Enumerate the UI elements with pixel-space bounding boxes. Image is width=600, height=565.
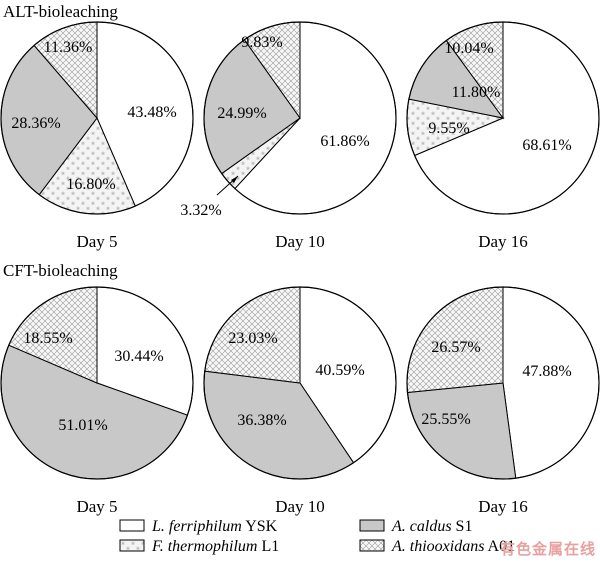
pie-outline [0, 21, 194, 215]
slice-label: 9.55% [428, 120, 469, 137]
slice-label: 51.01% [58, 417, 107, 434]
legend-label: A. thiooxidans A01 [391, 538, 515, 555]
slice-label: 9.83% [241, 34, 282, 51]
slice-label: 3.32% [180, 202, 221, 219]
slice-label: 25.55% [421, 411, 470, 428]
slice-label: 68.61% [522, 137, 571, 154]
slice-label: 11.80% [452, 84, 501, 101]
slice-label: 24.99% [217, 105, 266, 122]
legend-swatch [359, 519, 385, 532]
pie-day-label: Day 10 [275, 232, 325, 251]
slice-label: 26.57% [431, 339, 480, 356]
pie-day-label: Day 5 [76, 497, 117, 516]
slice-label: 28.36% [11, 115, 60, 132]
pie-outline [406, 21, 600, 215]
slice-label: 43.48% [127, 104, 176, 121]
legend-label: F. thermophilum L1 [151, 538, 279, 555]
legend-label: A. caldus S1 [391, 518, 472, 535]
slice-label: 30.44% [114, 348, 163, 365]
slice-label: 40.59% [315, 362, 364, 379]
legend: L. ferriphilum YSK A. caldus S1 F. thermop… [119, 518, 515, 555]
legend-label: L. ferriphilum YSK [151, 518, 278, 535]
pie-slice [406, 382, 517, 480]
slice-label: 61.86% [320, 133, 369, 150]
pie-slice [502, 286, 600, 479]
pie-outline [203, 21, 397, 215]
section-title-alt: ALT-bioleaching [3, 2, 118, 21]
pie-day-label: Day 16 [478, 497, 528, 516]
pie-outline [203, 286, 397, 480]
slice-label: 18.55% [23, 330, 72, 347]
pie-day-label: Day 10 [275, 497, 325, 516]
legend-swatch [119, 539, 145, 552]
watermark: 有色金属在线 [499, 540, 596, 558]
section-title-cft: CFT-bioleaching [3, 261, 118, 280]
slice-label: 47.88% [522, 363, 571, 380]
slice-label: 16.80% [66, 176, 115, 193]
legend-swatch [359, 539, 385, 552]
pie-group: 43.48% 16.80% 28.36% 11.36% Day 5 61.86% 3.32%… [0, 21, 600, 516]
slice-label: 36.38% [237, 412, 286, 429]
annotation-arrow [216, 175, 239, 196]
pie-outline [0, 286, 194, 480]
slice-label: 10.04% [444, 40, 493, 57]
pie-day-label: Day 16 [478, 232, 528, 251]
pie-day-label: Day 5 [76, 232, 117, 251]
pie-outline [406, 286, 600, 480]
slice-label: 23.03% [228, 330, 277, 347]
legend-swatch [119, 519, 145, 532]
slice-label: 11.36% [44, 39, 93, 56]
